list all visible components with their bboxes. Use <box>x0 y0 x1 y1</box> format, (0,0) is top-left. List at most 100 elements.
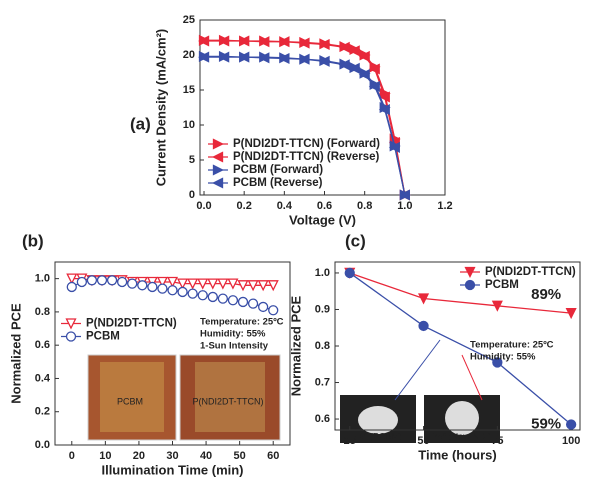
marker <box>268 305 279 316</box>
marker <box>492 357 503 368</box>
marker <box>156 276 168 288</box>
marker <box>127 278 138 289</box>
marker <box>238 35 250 47</box>
marker <box>318 38 330 51</box>
y-tick-label: 0.0 <box>35 439 50 451</box>
marker <box>418 320 429 332</box>
marker <box>298 53 310 65</box>
marker <box>348 62 360 74</box>
x-tick-label: 0 <box>69 450 75 462</box>
marker <box>388 141 400 153</box>
legend-label: PCBM (Reverse) <box>233 177 323 189</box>
legend-marker <box>65 331 77 342</box>
plot-frame <box>199 19 446 196</box>
marker <box>96 275 108 286</box>
legend-label: P(NDI2DT-TTCN) <box>86 318 177 330</box>
x-tick-label: 20 <box>133 450 145 462</box>
marker <box>278 52 290 65</box>
marker <box>565 419 577 430</box>
y-tick-label: 0.8 <box>315 340 330 352</box>
marker <box>218 35 230 47</box>
y-tick-label: 1.0 <box>315 267 330 279</box>
y-tick-label: 0.6 <box>35 339 50 351</box>
marker <box>217 293 229 304</box>
x-axis-label: Illumination Time (min) <box>101 462 243 477</box>
marker <box>378 91 390 103</box>
marker <box>278 36 290 48</box>
value-label: 59% <box>531 415 561 432</box>
x-tick-label: 50 <box>234 450 246 462</box>
y-tick-label: 25 <box>183 14 195 26</box>
annotation: Temperature: 25ºC <box>200 317 284 328</box>
electrode <box>195 362 265 432</box>
series-line <box>349 272 572 426</box>
y-tick-label: 5 <box>189 154 195 166</box>
x-tick-label: 0.8 <box>357 200 372 212</box>
marker <box>198 51 210 63</box>
marker <box>338 41 350 53</box>
x-tick-label: 30 <box>166 450 178 462</box>
legend-marker <box>212 177 224 189</box>
marker <box>66 273 78 285</box>
marker <box>491 300 503 312</box>
marker <box>106 275 118 286</box>
x-tick-label: 1.2 <box>437 200 452 212</box>
marker <box>368 80 380 93</box>
y-tick-label: 0 <box>189 189 195 201</box>
annotation: Temperature: 25ºC <box>470 340 554 351</box>
marker <box>338 59 350 71</box>
legend-label: P(NDI2DT-TTCN) <box>485 266 576 278</box>
marker <box>187 288 198 299</box>
marker <box>237 280 249 292</box>
droplet <box>445 401 479 435</box>
y-tick-label: 10 <box>183 119 195 131</box>
marker <box>137 280 148 291</box>
y-tick-label: 0.2 <box>35 406 50 418</box>
y-tick-label: 0.6 <box>315 413 330 425</box>
x-tick-label: 50 <box>417 435 429 447</box>
annotation: PCBM <box>117 396 143 406</box>
marker <box>247 298 259 309</box>
marker <box>177 278 189 290</box>
pointer <box>461 354 483 401</box>
marker <box>66 281 77 293</box>
series-line <box>349 272 572 314</box>
value-label: 89% <box>531 286 561 303</box>
marker <box>358 69 370 81</box>
marker <box>167 285 178 296</box>
marker <box>348 45 360 57</box>
annotation: 56º (PCBM) <box>354 431 402 441</box>
marker <box>358 50 370 62</box>
y-tick-label: 1.0 <box>35 273 50 285</box>
y-tick-label: 0.9 <box>315 303 330 315</box>
marker <box>197 290 208 301</box>
marker <box>565 307 577 320</box>
legend-marker <box>65 318 77 330</box>
x-axis-label: Voltage (V) <box>289 212 356 227</box>
marker <box>197 278 209 290</box>
x-tick-label: 25 <box>344 435 356 447</box>
legend-marker <box>212 138 224 150</box>
legend-marker <box>212 151 224 163</box>
x-tick-label: 100 <box>562 435 580 447</box>
x-tick-label: 10 <box>99 450 111 462</box>
x-tick-label: 0.4 <box>277 200 293 212</box>
marker <box>177 286 188 298</box>
marker <box>198 35 210 47</box>
annotation: P(NDI2DT-TTCN) <box>193 396 264 406</box>
marker <box>238 51 250 63</box>
y-tick-label: 20 <box>183 49 195 61</box>
marker <box>247 280 259 292</box>
pointer <box>394 339 441 401</box>
marker <box>207 291 218 303</box>
panel-label: (a) <box>130 114 151 133</box>
marker <box>116 276 128 288</box>
marker <box>344 267 355 279</box>
marker <box>298 37 310 49</box>
panel-label: (b) <box>22 231 44 250</box>
legend-label: P(NDI2DT-TTCN) (Forward) <box>233 138 380 150</box>
marker <box>227 278 239 290</box>
marker <box>147 281 158 293</box>
marker <box>398 189 410 201</box>
